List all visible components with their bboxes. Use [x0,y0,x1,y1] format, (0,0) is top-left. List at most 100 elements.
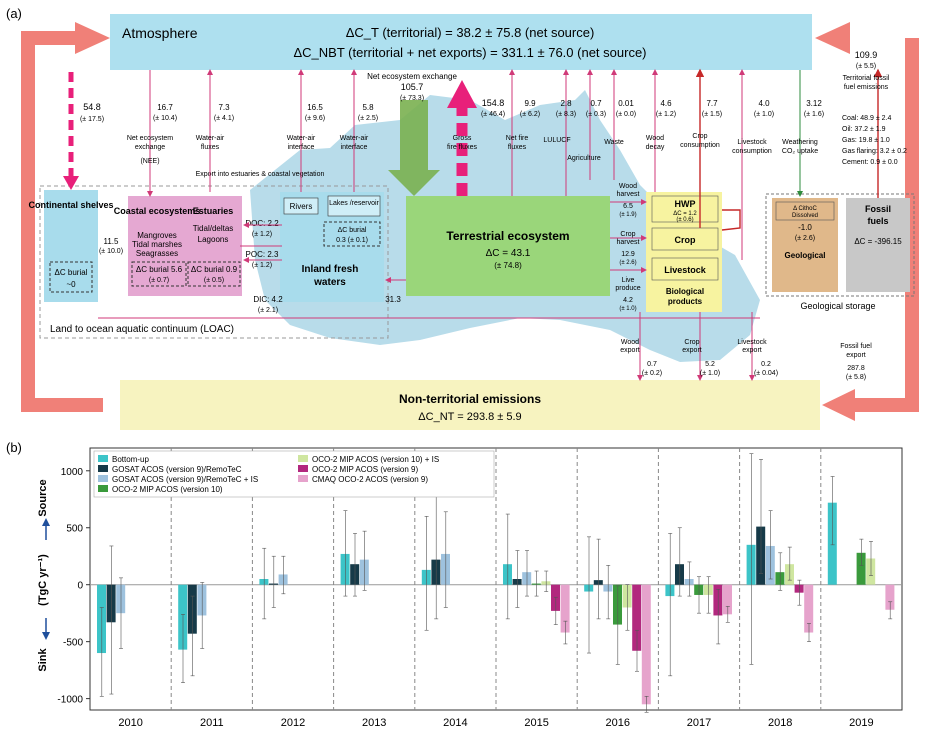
bio-title2: products [668,297,703,306]
fossil-breakdown-oil: Oil: 37.2 ± 1.9 [842,126,886,133]
estuaries-title: Estuaries [193,206,234,216]
coastal-item: Mangroves [137,231,177,240]
non-territorial-title: Non-territorial emissions [399,392,541,406]
waterair-rivers-label2: interface [288,144,315,151]
net-fire-label2: fluxes [508,144,527,151]
legend-entry: GOSAT ACOS (version 9)/RemoTeC + IS [112,475,258,484]
poc-flux: POC: 2.3 [246,250,279,259]
lakes-burial-label: ΔC burial [338,227,367,234]
legend-entry: GOSAT ACOS (version 9)/RemoTeC [112,465,242,474]
terrestrial-box [406,196,610,296]
waterair-lakes-label2: interface [341,144,368,151]
source-label: Source [37,479,49,516]
terrestrial-dc: ΔC = 43.1 [486,248,531,259]
shelves-nee-unc: (± 17.5) [80,116,104,123]
agriculture-label: Agriculture [567,155,601,162]
waterair-lakes-value: 5.8 [362,103,374,112]
inland-flux: 31.3 [385,295,401,304]
bar [560,584,570,633]
delta-ct-text: ΔC_T (territorial) = 38.2 ± 75.8 (net so… [346,25,595,40]
nee-loac-value: 16.7 [157,103,173,112]
crop-harvest-label2: harvest [617,239,640,246]
gross-fire-unc: (± 46.4) [481,111,505,118]
shelves-title: Continental shelves [28,200,113,210]
terrestrial-title: Terrestrial ecosystem [446,229,569,243]
bar [359,559,369,585]
y-tick-label: -1000 [57,695,83,706]
legend-entry: Bottom-up [112,455,149,464]
bar [622,584,632,608]
x-tick-label: 2012 [281,717,305,729]
crop-export-label: Crop [684,339,699,346]
weathering-label2: CO₂ uptake [782,148,818,155]
crop-consumption-value: 7.7 [706,99,718,108]
waterair-rivers-unc: (± 9.6) [305,115,325,122]
shelves-nee-value: 54.8 [83,102,101,112]
wood-export-label: Wood [621,339,639,346]
waste-value: 0.01 [618,99,634,108]
wood-harvest-value: 6.5 [623,203,633,210]
inland-title2: waters [313,277,346,288]
dissolved-sub: Dissolved [792,213,818,219]
hwp-title: HWP [675,199,696,209]
atmosphere-box [110,14,812,70]
weathering-value: 3.12 [806,99,822,108]
legend-entry: OCO-2 MIP ACOS (version 10) [112,485,223,494]
legend-swatch [298,475,308,482]
rivers-label: Rivers [290,202,313,211]
live-produce-label2: produce [615,285,640,292]
y-tick-label: 1000 [61,467,84,478]
coastal-burial-unc: (± 0.7) [149,277,169,284]
estuaries-burial: ΔC burial 0.9 [191,265,238,274]
flux-bar-chart: (b) (TgC yr⁻¹) Source Sink -1000 -500 0 500… [6,440,903,729]
geological-box [772,198,838,292]
waterair-lakes-unc: (± 2.5) [358,115,378,122]
gross-fire-label2: fire fluxes [447,144,477,151]
livestock-consumption-value: 4.0 [758,99,770,108]
x-tick-label: 2011 [200,717,224,729]
shelves-burial-value: ~0 [66,280,76,289]
wood-decay-unc: (± 1.2) [656,111,676,118]
estuaries-burial-unc: (± 0.5) [204,277,224,284]
sink-arrow-icon [42,632,50,640]
inland-title: Inland fresh [302,264,359,275]
gross-fire-label: Gross [453,135,472,142]
hwp-unc: (± 0.6) [676,217,693,223]
fossil-breakdown-coal: Coal: 48.9 ± 2.4 [842,115,891,122]
nee-loac-label2: exchange [135,144,165,151]
x-tick-label: 2017 [687,717,711,729]
waterair-coastal-unc: (± 4.1) [214,115,234,122]
waterair-coastal-label2: fluxes [201,144,220,151]
legend-swatch [298,465,308,472]
loac-title: Land to ocean aquatic continuum (LOAC) [50,324,234,335]
x-tick-label: 2019 [849,717,873,729]
delta-cnbt-text: ΔC_NBT (territorial + net exports) = 331… [293,45,646,60]
fossil-breakdown-flaring: Gas flaring: 3.2 ± 0.2 [842,148,907,155]
crop-export-label2: export [682,347,702,354]
lulucf-unc: (± 8.3) [556,111,576,118]
doc-unc: (± 1.2) [252,231,272,238]
agriculture-value: 0.7 [590,99,602,108]
livestock-consumption-unc: (± 1.0) [754,111,774,118]
waterair-rivers-label: Water-air [287,135,316,142]
poc-unc: (± 1.2) [252,262,272,269]
doc-flux: DOC: 2.2 [245,219,279,228]
wood-harvest-unc: (± 1.9) [619,212,636,218]
fossil-breakdown-gas: Gas: 19.8 ± 1.0 [842,137,890,144]
waterair-lakes-label: Water-air [340,135,369,142]
fossil-emissions-label: Territorial fossil [843,75,890,82]
lakes-burial-value: 0.3 (± 0.1) [336,237,368,244]
weathering-label: Weathering [782,139,818,146]
bar [512,579,522,585]
continental-shelves-box [44,190,98,302]
crop-consumption-label2: consumption [680,142,720,149]
coastal-title: Coastal ecosystems [114,206,201,216]
net-fire-label: Net fire [506,135,529,142]
nee-top-label: Net ecosystem exchange [367,72,457,81]
dissolved-value: -1.0 [798,223,812,232]
nee-top-value: 105.7 [401,82,424,92]
fossil-export-label2: export [846,352,866,359]
wood-decay-label2: decay [646,144,665,151]
panel-b-label: (b) [6,440,22,455]
geological-storage-label: Geological storage [800,301,875,311]
